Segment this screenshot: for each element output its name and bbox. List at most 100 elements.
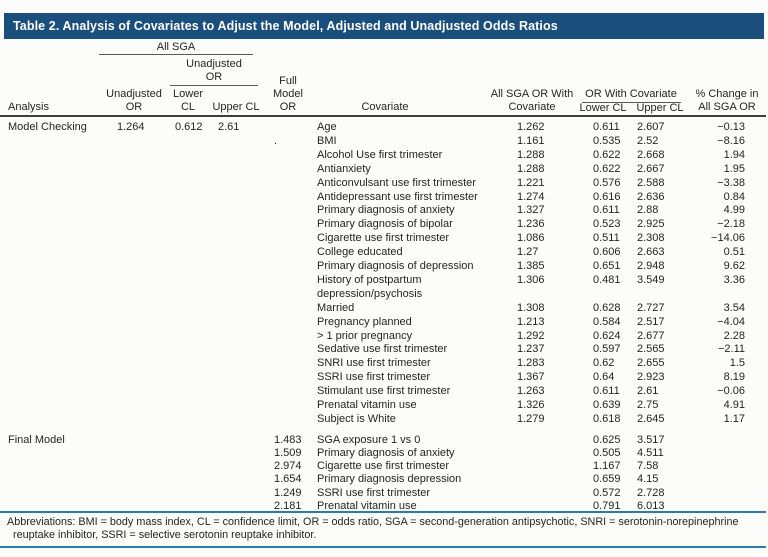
unadjusted-or-cell: 1.264 <box>117 121 145 133</box>
covariate-upper-cl-cell: 2.645 <box>637 412 665 425</box>
covariate-cell: College educated <box>317 246 403 259</box>
all-sga-or-cell: 1.161 <box>517 134 545 147</box>
covariate-lower-cl-cell: 0.511 <box>593 232 620 245</box>
header-or-with-covariate-group: OR With Covariate <box>585 88 677 100</box>
table-row: > 1 prior pregnancy 1.292 0.624 2.677 2.28 <box>0 330 768 344</box>
header-covariate-upper-cl: Upper CL <box>636 102 684 114</box>
unadjusted-or-group-underline <box>170 84 258 86</box>
covariate-lower-cl-cell: 0.616 <box>593 190 621 203</box>
all-sga-or-cell: 1.086 <box>517 232 545 245</box>
covariate-cell: SSRI use first trimester <box>317 486 431 499</box>
covariate-lower-cl-cell: 0.606 <box>593 246 621 259</box>
covariate-lower-cl-cell: 0.639 <box>593 399 621 411</box>
all-sga-or-cell: 1.283 <box>517 357 545 370</box>
table-row: Sedative use first trimester 1.237 0.597 2.… <box>0 343 768 357</box>
pct-change-cell: −3.38 <box>717 176 745 189</box>
pct-change-cell: 1.5 <box>729 357 745 370</box>
pct-change-cell: −0.06 <box>717 385 745 398</box>
abbreviations-footnote: Abbreviations: BMI = body mass index, CL… <box>7 516 739 541</box>
pct-change-cell: 4.99 <box>723 204 745 217</box>
pct-change-cell: 9.62 <box>723 260 745 272</box>
pct-change-cell: −0.13 <box>717 121 745 133</box>
table-row: Anticonvulsant use first trimester 1.221 0… <box>0 177 768 191</box>
header-full-model-or: Full Model OR <box>273 75 303 113</box>
header-covariate: Covariate <box>361 101 409 113</box>
pct-change-cell: 1.95 <box>723 162 745 175</box>
all-sga-or-cell: 1.279 <box>517 412 545 425</box>
full-model-or-cell: 2.974 <box>274 460 302 473</box>
table-row: . BMI 1.161 0.535 2.52 −8.16 <box>0 135 768 149</box>
covariate-upper-cl-cell: 2.636 <box>637 190 665 203</box>
analysis-cell: Model Checking <box>8 121 87 133</box>
covariate-upper-cl-cell: 2.923 <box>637 371 665 384</box>
covariate-lower-cl-cell: 0.659 <box>593 473 621 486</box>
covariate-upper-cl-cell: 2.667 <box>637 162 665 175</box>
all-sga-or-cell: 1.367 <box>517 371 545 384</box>
full-model-or-cell: 1.509 <box>274 447 302 459</box>
covariate-cell: Alcohol Use first trimester <box>317 148 443 161</box>
all-sga-or-cell: 1.236 <box>517 218 545 231</box>
covariate-lower-cl-cell: 0.625 <box>593 433 621 446</box>
covariate-upper-cl-cell: 2.925 <box>637 218 665 231</box>
table-row: Antidepressant use first trimester 1.274 0… <box>0 191 768 205</box>
covariate-lower-cl-cell: 0.628 <box>593 301 621 314</box>
footnote-top-rule <box>0 511 766 513</box>
or-with-covariate-underline <box>582 101 681 103</box>
covariate-upper-cl-cell: 4.511 <box>637 447 664 459</box>
pct-change-cell: −2.18 <box>717 218 745 231</box>
covariate-upper-cl-cell: 2.61 <box>637 385 659 398</box>
analysis-cell: Final Model <box>8 433 65 446</box>
table-row: SNRI use first trimester 1.283 0.62 2.655 1.… <box>0 357 768 371</box>
all-sga-or-cell: 1.306 <box>517 273 545 286</box>
header-all-sga-or-with-covariate: All SGA OR With Covariate <box>490 88 574 113</box>
covariate-cell: Primary diagnosis of depression <box>317 260 474 272</box>
covariate-lower-cl-cell: 0.624 <box>593 329 621 342</box>
all-sga-or-cell: 1.288 <box>517 162 545 175</box>
header-unadjusted-or-group: Unadjusted OR <box>186 58 242 83</box>
covariate-cell: Antidepressant use first trimester <box>317 190 478 203</box>
covariate-cell: Pregnancy planned <box>317 315 412 328</box>
table-row: 1.249 SSRI use first trimester 0.572 2.728 <box>0 487 768 501</box>
covariate-cell: Antianxiety <box>317 162 371 175</box>
covariate-cell: Sedative use first trimester <box>317 343 448 356</box>
covariate-lower-cl-cell: 0.622 <box>593 162 621 175</box>
pct-change-cell: 0.84 <box>723 190 745 203</box>
covariate-cell: SNRI use first trimester <box>317 357 431 370</box>
table-title-bar: Table 2. Analysis of Covariates to Adjus… <box>4 13 764 39</box>
covariate-lower-cl-cell: 0.505 <box>593 447 621 459</box>
all-sga-or-cell: 1.326 <box>517 399 545 411</box>
covariate-lower-cl-cell: 0.651 <box>593 260 621 272</box>
covariate-lower-cl-cell: 0.572 <box>593 486 621 499</box>
all-sga-or-cell: 1.262 <box>517 121 545 133</box>
covariate-cell: SSRI use first trimester <box>317 371 431 384</box>
covariate-upper-cl-cell: 2.663 <box>637 246 665 259</box>
covariate-cell: Married <box>317 301 355 314</box>
pct-change-cell: 3.36 <box>723 273 745 286</box>
header-bottom-rule <box>0 114 766 117</box>
all-sga-or-cell: 1.263 <box>517 385 545 398</box>
all-sga-or-cell: 1.274 <box>517 190 545 203</box>
covariate-cell: History of postpartum depression/psychos… <box>317 273 423 300</box>
covariate-lower-cl-cell: 0.64 <box>593 371 615 384</box>
header-upper-cl: Upper CL <box>212 101 260 113</box>
table-title: Table 2. Analysis of Covariates to Adjus… <box>13 19 558 33</box>
covariate-upper-cl-cell: 2.88 <box>637 204 659 217</box>
covariate-upper-cl-cell: 2.677 <box>637 329 665 342</box>
covariate-lower-cl-cell: 0.622 <box>593 148 621 161</box>
covariate-lower-cl-cell: 0.618 <box>593 412 621 425</box>
covariate-cell: Cigarette use first trimester <box>317 460 450 473</box>
covariate-upper-cl-cell: 2.727 <box>637 301 665 314</box>
table-row: Primary diagnosis of bipolar 1.236 0.523 2.… <box>0 218 768 232</box>
covariate-cell: Prenatal vitamin use <box>317 499 417 512</box>
table-row: Antianxiety 1.288 0.622 2.667 1.95 <box>0 163 768 177</box>
pct-change-cell: −4.04 <box>717 315 745 328</box>
all-sga-or-cell: 1.288 <box>517 148 545 161</box>
table-row: 1.509 Primary diagnosis of anxiety 0.505 4.… <box>0 447 768 461</box>
header-all-sga-group: All SGA <box>156 41 196 53</box>
all-sga-or-cell: 1.27 <box>517 246 539 259</box>
covariate-upper-cl-cell: 2.655 <box>637 357 665 370</box>
covariate-lower-cl-cell: 0.611 <box>593 121 620 133</box>
covariate-upper-cl-cell: 3.549 <box>637 273 665 286</box>
table-row: Primary diagnosis of anxiety 1.327 0.611 2.… <box>0 204 768 218</box>
